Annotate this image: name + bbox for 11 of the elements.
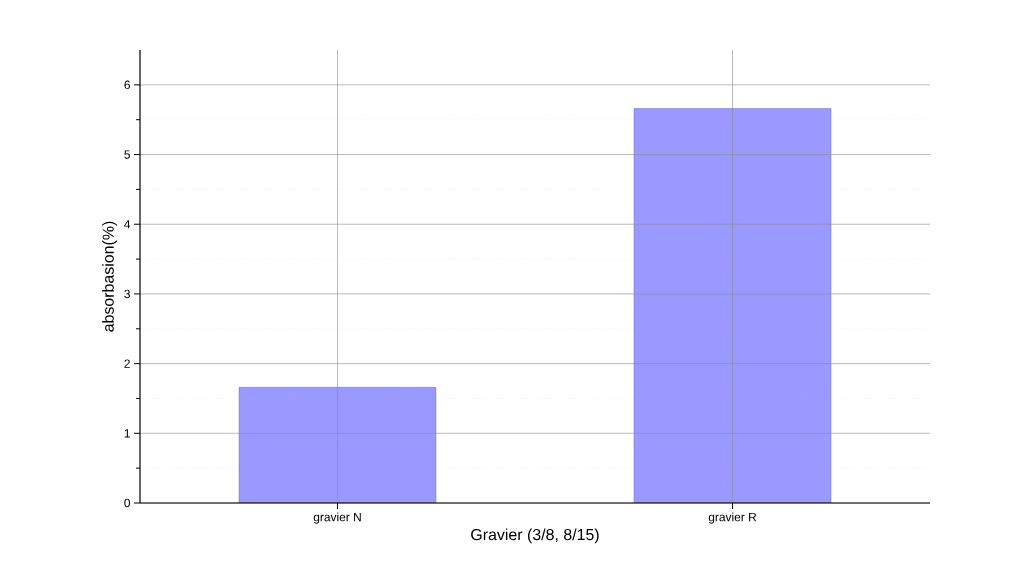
y-tick-label: 3	[124, 289, 130, 299]
y-tick-label: 4	[124, 220, 131, 229]
x-axis-title: Gravier (3/8, 8/15)	[471, 528, 599, 544]
y-tick-label: 5	[124, 150, 130, 159]
y-tick-label: 0	[124, 498, 131, 508]
x-tick-label: gravier N	[313, 512, 361, 524]
x-tick-label: gravier R	[708, 512, 757, 524]
y-axis-title: absorbasion(%)	[102, 221, 117, 332]
y-tick-label: 6	[124, 80, 130, 90]
y-tick-label: 2	[124, 359, 130, 368]
y-tick-label: 1	[124, 429, 130, 438]
